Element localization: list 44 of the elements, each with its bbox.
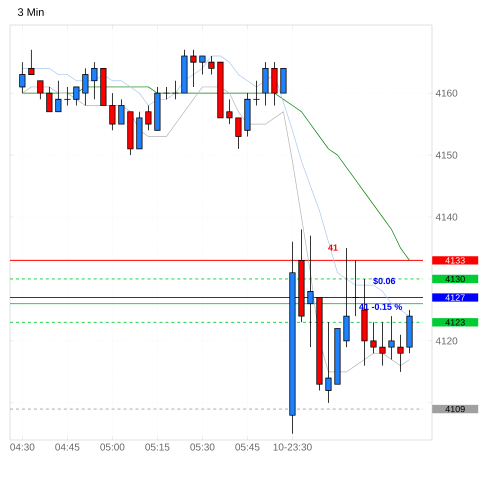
x-tick-label: 04:45 (55, 444, 80, 451)
chart-title: 3 Min (18, 8, 44, 16)
candlestick (37, 80, 44, 100)
candlestick (226, 98, 233, 124)
ref-line-label: 4109 (445, 406, 465, 412)
candlestick (145, 105, 152, 131)
candlestick (28, 49, 34, 75)
candlestick (172, 80, 179, 100)
candlestick (109, 92, 116, 131)
candlestick (19, 62, 26, 94)
candlestick (370, 322, 377, 354)
candlestick (235, 118, 242, 150)
candlestick (55, 80, 62, 112)
candlestick (162, 86, 170, 100)
candlestick (307, 235, 314, 348)
x-tick-label: 05:45 (235, 444, 260, 451)
ref-line-label: 4133 (445, 257, 465, 264)
annotation: 41 (328, 244, 338, 251)
candlestick (73, 86, 80, 106)
y-tick-label: 4120 (436, 337, 458, 344)
candlestick (388, 316, 395, 360)
x-tick-label: 05:15 (145, 444, 170, 451)
ref-line-label: 4127 (445, 294, 465, 301)
y-tick-label: 4140 (436, 213, 458, 221)
candlestick (325, 322, 332, 404)
candlestick (379, 322, 386, 366)
candlestick (199, 56, 206, 75)
candlestick (82, 68, 88, 106)
x-tick-label: 10-23:30 (274, 444, 312, 451)
ref-line-label: 4130 (445, 276, 465, 282)
candlestick (46, 86, 52, 112)
candlestick (397, 334, 404, 372)
y-tick-label: 4160 (436, 90, 458, 97)
candlestick (91, 62, 98, 100)
y-tick-label: 4150 (436, 152, 458, 159)
x-tick-label: 05:30 (190, 444, 214, 451)
candlestick (190, 49, 197, 88)
x-tick-label: 05:00 (100, 444, 124, 451)
ref-line-label: 4123 (445, 319, 465, 326)
candlestick (208, 56, 215, 75)
annotation: $0.06 (373, 277, 396, 285)
x-tick-label: 04:30 (10, 444, 34, 451)
candlestick (352, 260, 360, 317)
candlestick (118, 98, 124, 124)
